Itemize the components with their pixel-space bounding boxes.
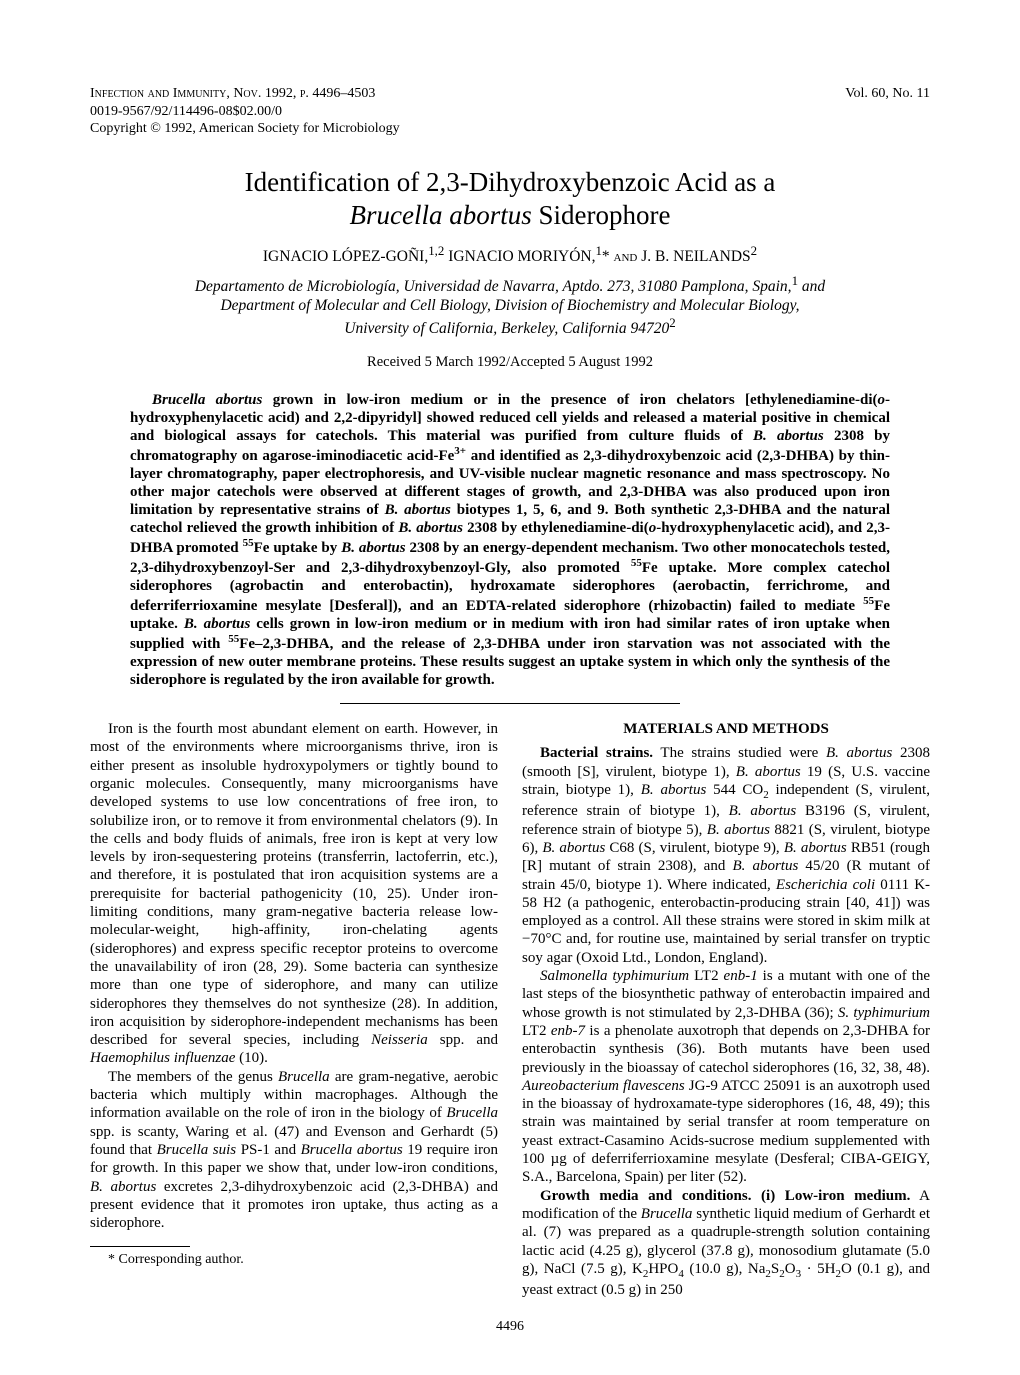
abstract: Brucella abortus grown in low-iron mediu… bbox=[130, 391, 890, 689]
authors: IGNACIO LÓPEZ-GOÑI,1,2 IGNACIO MORIYÓN,1… bbox=[90, 243, 930, 267]
running-header: Infection and Immunity, Nov. 1992, p. 44… bbox=[90, 85, 930, 138]
issn-line: 0019-9567/92/114496-08$02.00/0 bbox=[90, 103, 400, 121]
section-heading-materials: MATERIALS AND METHODS bbox=[522, 720, 930, 738]
page: Infection and Immunity, Nov. 1992, p. 44… bbox=[0, 0, 1020, 1375]
abstract-divider bbox=[340, 703, 680, 704]
methods-paragraph-1: Bacterial strains. The strains studied w… bbox=[522, 744, 930, 967]
volume-issue: Vol. 60, No. 11 bbox=[845, 85, 930, 103]
header-right: Vol. 60, No. 11 bbox=[845, 85, 930, 138]
journal-line: Infection and Immunity, Nov. 1992, p. 44… bbox=[90, 86, 375, 101]
page-number: 4496 bbox=[90, 1318, 930, 1336]
article-title: Identification of 2,3-Dihydroxybenzoic A… bbox=[90, 166, 930, 234]
title-line-2-italic: Brucella abortus bbox=[350, 200, 532, 230]
footnote: * Corresponding author. bbox=[90, 1251, 498, 1268]
body-columns: Iron is the fourth most abundant element… bbox=[90, 720, 930, 1299]
received-line: Received 5 March 1992/Accepted 5 August … bbox=[90, 353, 930, 371]
footnote-rule bbox=[90, 1246, 190, 1247]
copyright-line: Copyright © 1992, American Society for M… bbox=[90, 120, 400, 138]
intro-paragraph-2: The members of the genus Brucella are gr… bbox=[90, 1068, 498, 1233]
title-line-1: Identification of 2,3-Dihydroxybenzoic A… bbox=[245, 167, 776, 197]
methods-paragraph-3: Growth media and conditions. (i) Low-iro… bbox=[522, 1187, 930, 1300]
methods-paragraph-2: Salmonella typhimurium LT2 enb-1 is a mu… bbox=[522, 967, 930, 1187]
intro-paragraph-1: Iron is the fourth most abundant element… bbox=[90, 720, 498, 1068]
affiliations: Departamento de Microbiología, Universid… bbox=[90, 273, 930, 339]
title-line-2-rest: Siderophore bbox=[532, 200, 671, 230]
header-left: Infection and Immunity, Nov. 1992, p. 44… bbox=[90, 85, 400, 138]
